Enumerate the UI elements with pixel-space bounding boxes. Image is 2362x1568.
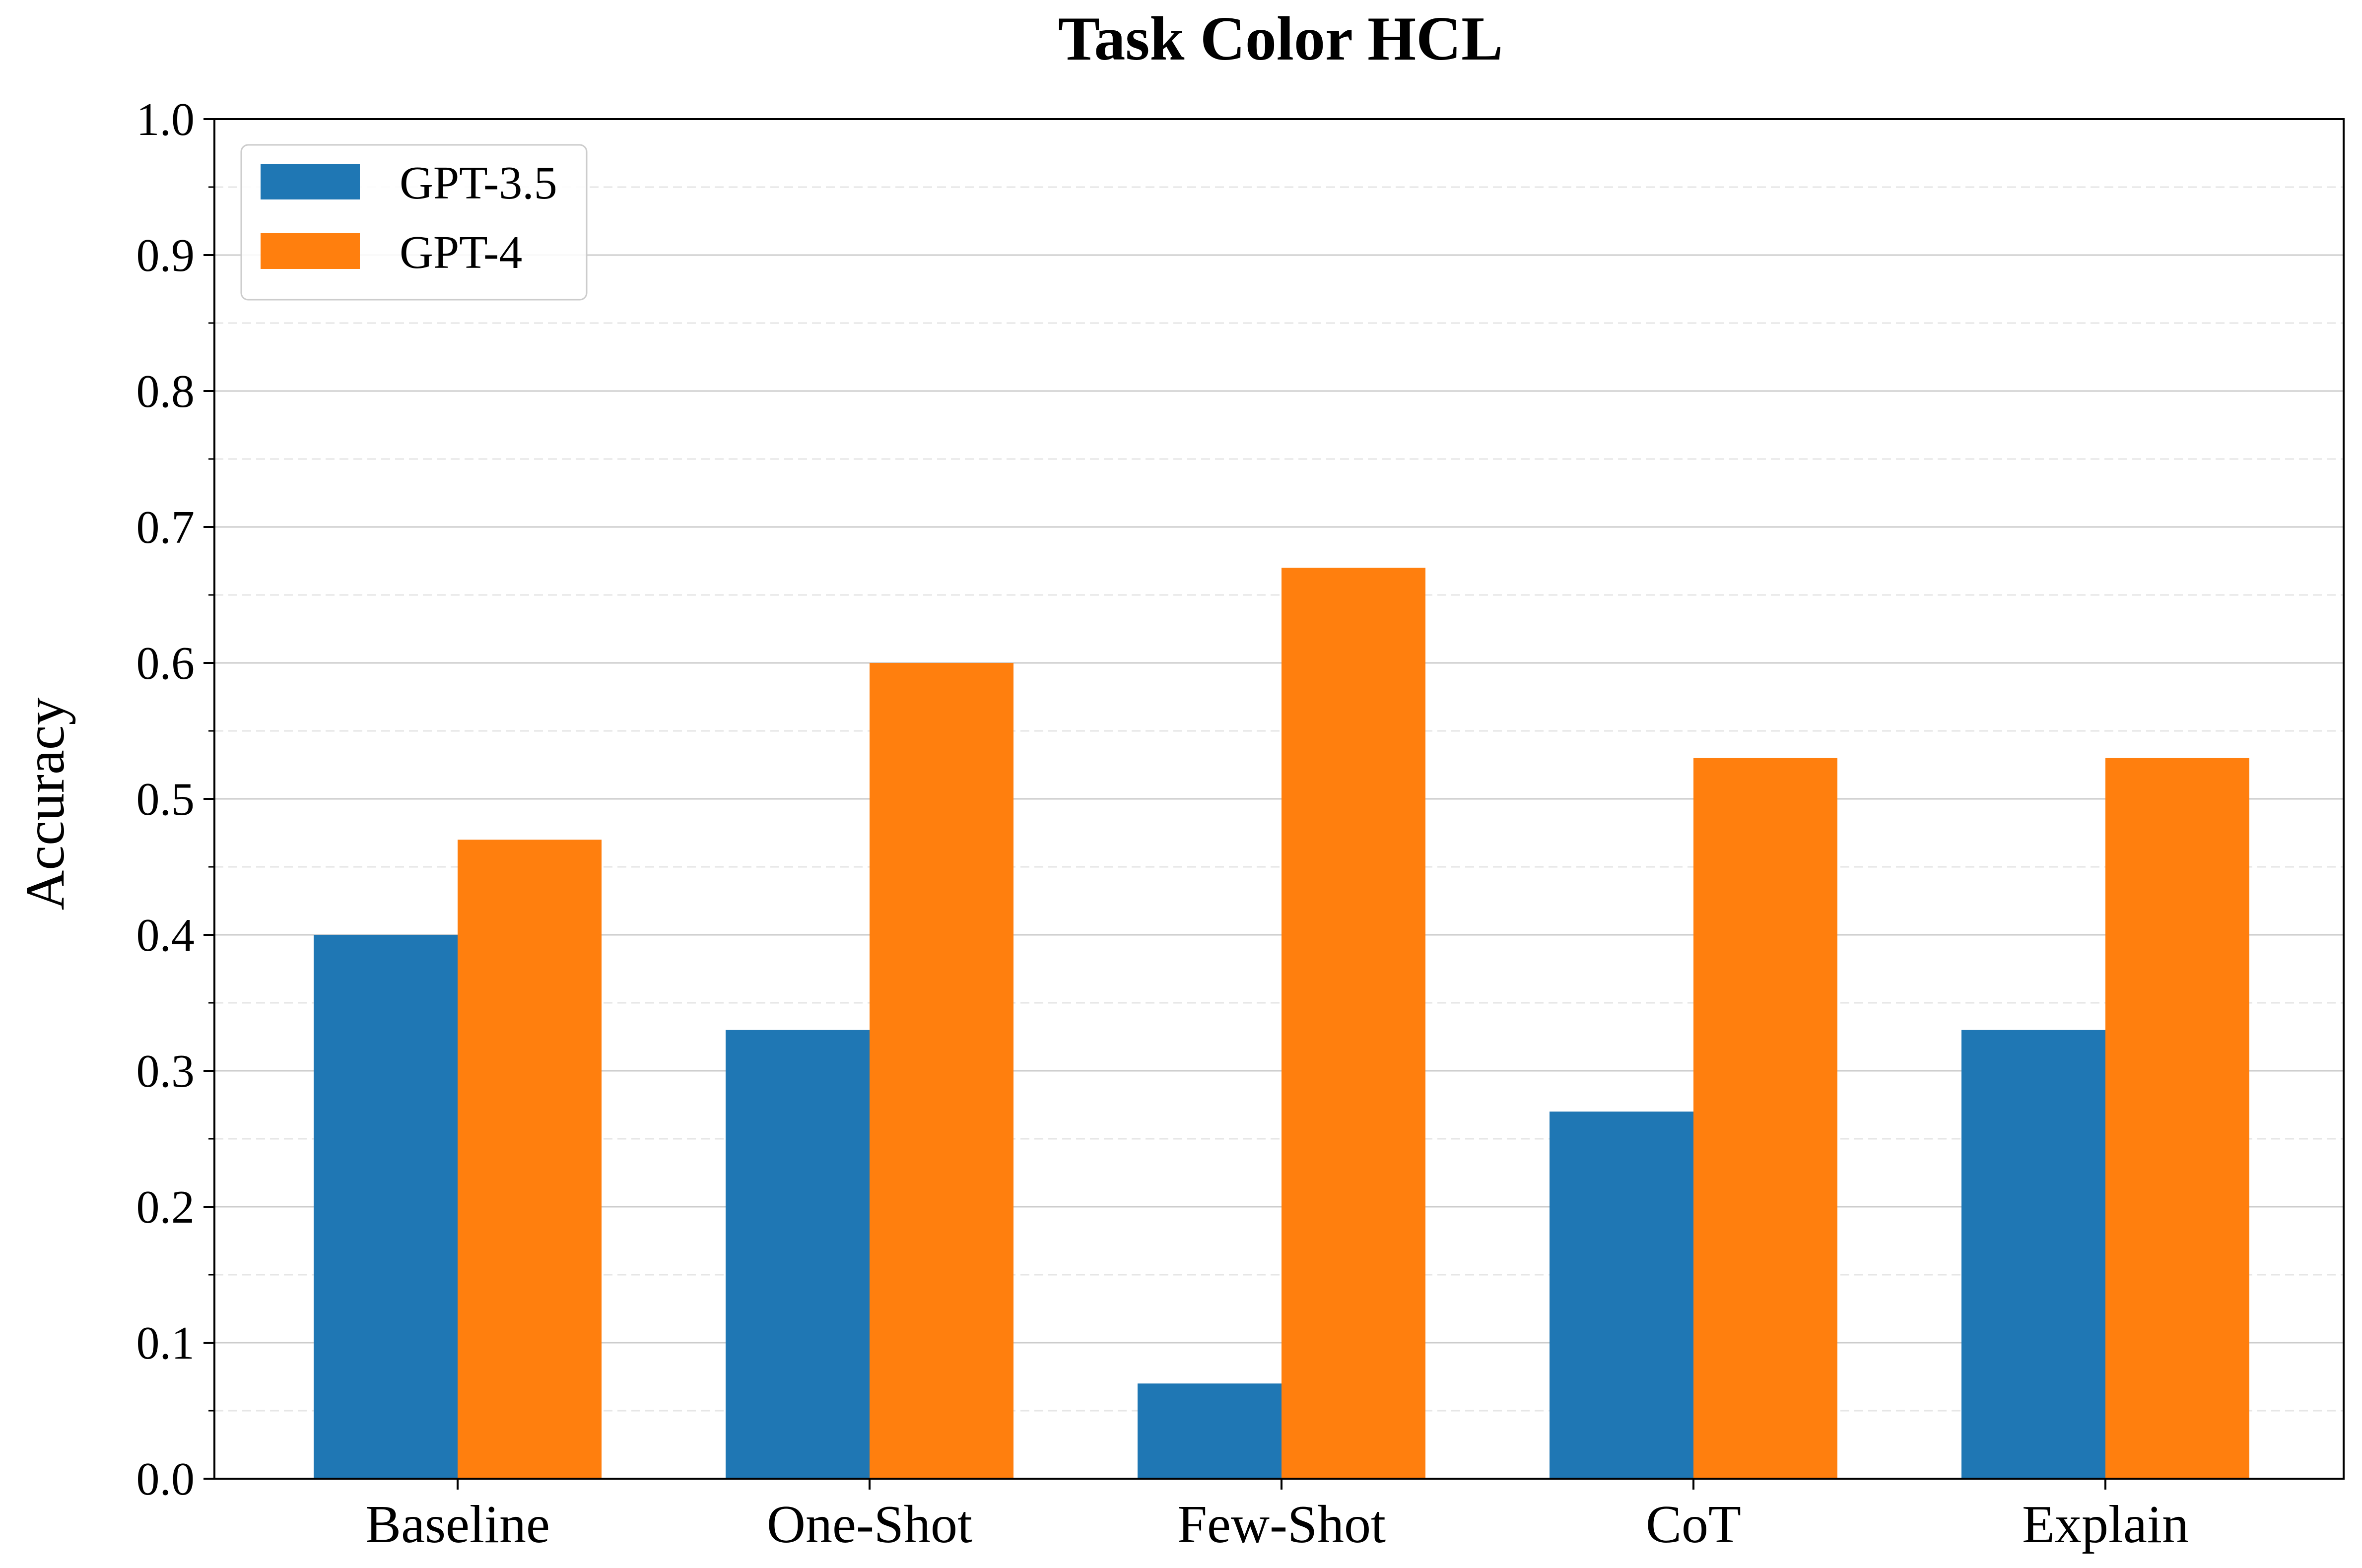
x-tick-label: Few-Shot <box>1177 1495 1386 1554</box>
y-tick-label: 0.4 <box>136 910 195 961</box>
bar-gpt-3-5-few-shot <box>1138 1383 1282 1479</box>
y-tick-label: 0.5 <box>136 774 195 825</box>
x-tick-label: One-Shot <box>767 1495 972 1554</box>
x-axis: Baseline One-Shot Few-Shot CoT Explain <box>365 1479 2189 1554</box>
bars <box>314 568 2249 1479</box>
y-tick-label: 1.0 <box>136 94 195 145</box>
chart-title: Task Color HCL <box>1058 4 1503 73</box>
y-tick-label: 0.8 <box>136 366 195 417</box>
bar-gpt-4-baseline <box>458 840 602 1479</box>
x-tick-label: CoT <box>1646 1495 1741 1554</box>
legend: GPT-3.5 GPT-4 <box>240 144 588 301</box>
y-tick-label: 0.7 <box>136 502 195 553</box>
y-tick-label: 0.3 <box>136 1045 195 1097</box>
y-axis: 0.0 0.1 0.2 0.3 0.4 0.5 0.6 0.7 0.8 0.9 1.0 <box>136 94 214 1505</box>
bar-gpt-4-explain <box>2105 758 2249 1479</box>
legend-label: GPT-3.5 <box>400 157 557 209</box>
y-tick-label: 0.6 <box>136 638 195 689</box>
legend-label: GPT-4 <box>400 227 522 278</box>
y-tick-label: 0.1 <box>136 1317 195 1369</box>
y-tick-label: 0.9 <box>136 230 195 281</box>
y-tick-label: 0.0 <box>136 1453 195 1505</box>
legend-swatch <box>261 164 360 199</box>
bar-gpt-4-few-shot <box>1282 568 1425 1479</box>
bar-gpt-4-cot <box>1693 758 1837 1479</box>
y-axis-label: Accuracy <box>14 697 76 910</box>
x-tick-label: Baseline <box>365 1495 550 1554</box>
legend-swatch <box>261 233 360 269</box>
bar-gpt-3-5-one-shot <box>726 1030 870 1479</box>
y-tick-label: 0.2 <box>136 1181 195 1233</box>
bar-gpt-3-5-explain <box>1961 1030 2105 1479</box>
x-tick-label: Explain <box>2022 1495 2189 1554</box>
bar-gpt-4-one-shot <box>870 663 1013 1479</box>
bar-gpt-3-5-cot <box>1550 1111 1693 1479</box>
bar-gpt-3-5-baseline <box>314 935 458 1479</box>
